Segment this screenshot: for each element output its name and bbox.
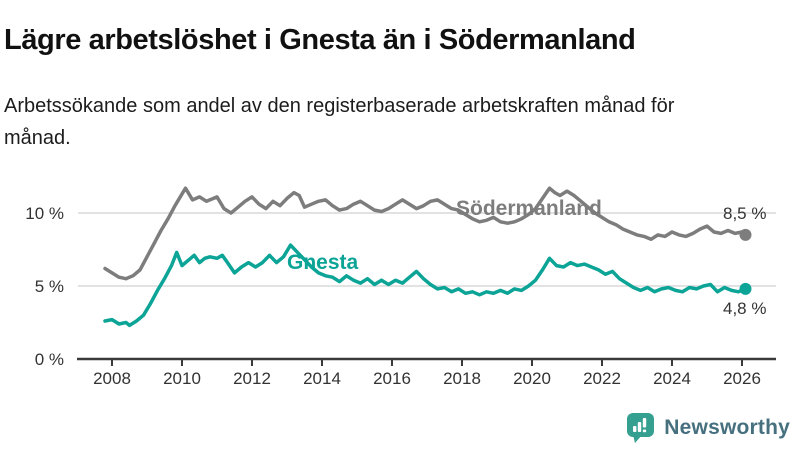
x-axis-tick-label: 2026 <box>723 369 761 388</box>
x-axis-tick-label: 2018 <box>443 369 481 388</box>
x-axis-tick-label: 2010 <box>163 369 201 388</box>
y-axis-tick-label: 5 % <box>35 277 64 296</box>
series-end-dot-södermanland <box>739 228 752 241</box>
x-axis-tick-label: 2020 <box>513 369 551 388</box>
series-label-gnesta: Gnesta <box>287 251 359 274</box>
x-axis-tick-label: 2024 <box>653 369 691 388</box>
chart-title: Lägre arbetslöshet i Gnesta än i Söderma… <box>4 24 636 57</box>
series-end-dot-gnesta <box>739 282 752 295</box>
series-label-södermanland: Södermanland <box>456 197 602 220</box>
y-axis-tick-label: 10 % <box>25 204 64 223</box>
chart-subtitle: Arbetssökande som andel av den registerb… <box>4 95 675 149</box>
x-axis-tick-label: 2016 <box>373 369 411 388</box>
x-axis-tick-label: 2022 <box>583 369 621 388</box>
x-axis-tick-label: 2012 <box>233 369 271 388</box>
brand-name: Newsworthy <box>664 416 790 439</box>
end-value-label-gnesta: 4,8 % <box>723 299 766 318</box>
x-axis-tick-label: 2014 <box>303 369 341 388</box>
series-line-gnesta <box>103 243 748 328</box>
x-axis-tick-label: 2008 <box>93 369 131 388</box>
y-axis-tick-label: 0 % <box>35 350 64 369</box>
end-value-label-södermanland: 8,5 % <box>723 204 766 223</box>
brand-footer: Newsworthy <box>626 412 790 444</box>
newsworthy-logo-icon <box>626 412 655 444</box>
series-line-södermanland <box>103 186 748 281</box>
chart-canvas: 0 % 5 % 10 % 2008 2010 2012 2014 2016 2018 2020 20… <box>25 186 776 388</box>
line-chart: 0 % 5 % 10 % 2008 2010 2012 2014 2016 2018 2020 20… <box>0 160 800 410</box>
